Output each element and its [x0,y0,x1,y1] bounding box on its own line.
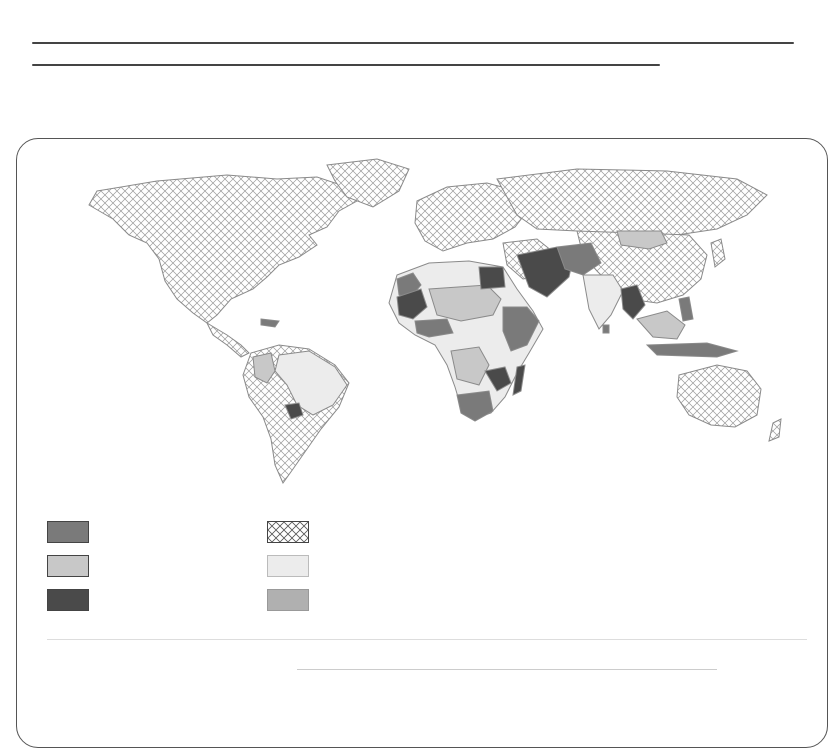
figure-panel [16,138,828,748]
india [582,274,624,330]
madagascar [512,364,526,396]
heading-text [16,20,816,80]
greenland [326,158,410,208]
east-asia [576,230,708,304]
legend-swatch-light [47,555,89,577]
philippines [678,296,694,322]
legend-swatch-hatched [267,521,309,543]
legend-swatch-midlight [267,589,309,611]
gulf-of-guinea [414,318,454,338]
north-america [88,174,358,324]
world-map [88,158,782,485]
southeast-asia [636,310,686,340]
caribbean [260,318,280,328]
legend-swatch-verylight [267,555,309,577]
west-africa-dark [396,288,428,320]
caption-line [297,669,717,670]
mongolia [616,230,668,250]
caption-line [47,639,807,640]
europe [414,182,530,252]
horn-of-africa [502,306,540,352]
heading-line-1 [32,42,794,44]
paraguay [284,402,304,420]
sri-lanka [602,324,610,334]
andean-country [252,352,276,384]
legend-swatch-dark [47,589,89,611]
egypt [478,266,506,290]
map-legend [47,521,467,621]
new-zealand [768,418,782,442]
australia [676,364,762,428]
sahel-light [428,284,502,322]
south-asia-dark [620,284,646,320]
japan [710,238,726,268]
east-africa-dark [484,366,512,392]
indonesia [645,342,739,358]
legend-swatch-medium [47,521,89,543]
brazil [274,350,348,416]
central-america [205,321,250,358]
southern-africa [456,390,494,422]
north-asia [496,168,768,236]
central-africa [450,346,490,386]
heading-line-2 [32,64,660,66]
iran-afghan [556,242,602,276]
